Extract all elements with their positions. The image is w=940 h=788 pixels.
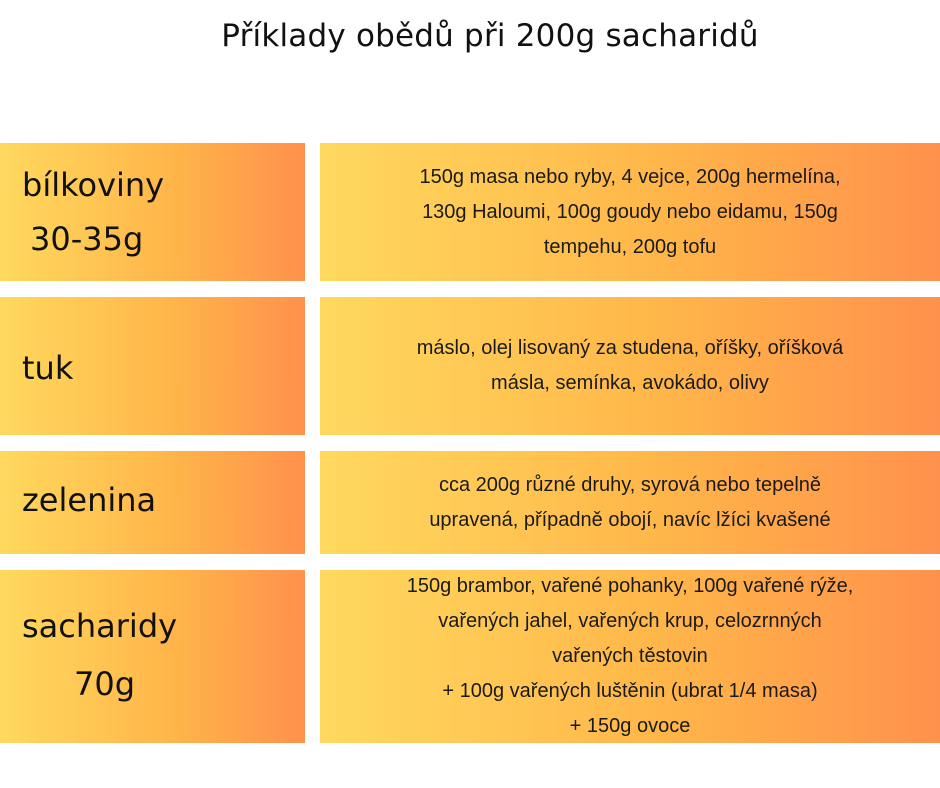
row-label-line: bílkoviny (22, 166, 165, 204)
page-title: Příklady obědů při 200g sacharidů (221, 18, 759, 54)
row-content-text: 150g masa nebo ryby, 4 vejce, 200g herme… (419, 165, 841, 258)
row-label-vegetables: zelenina (0, 451, 305, 554)
row-content-text: cca 200g různé druhy, syrová nebo tepeln… (429, 473, 831, 531)
row-content-text: 150g brambor, vařené pohanky, 100g vařen… (406, 575, 854, 737)
row-label-line: sacharidy (22, 607, 178, 645)
row-label-protein: bílkoviny 30-35g (0, 143, 305, 281)
row-label-amount: 30-35g (30, 220, 144, 258)
row-content-protein: 150g masa nebo ryby, 4 vejce, 200g herme… (320, 143, 940, 281)
row-label-line: zelenina (22, 481, 157, 519)
row-label-amount: 70g (74, 665, 136, 703)
row-content-vegetables: cca 200g různé druhy, syrová nebo tepeln… (320, 451, 940, 554)
row-content-carbs: 150g brambor, vařené pohanky, 100g vařen… (320, 570, 940, 743)
row-label-fat: tuk (0, 297, 305, 435)
row-content-fat: máslo, olej lisovaný za studena, oříšky,… (320, 297, 940, 435)
row-label-line: tuk (22, 349, 74, 387)
row-content-text: máslo, olej lisovaný za studena, oříšky,… (416, 337, 844, 394)
row-label-carbs: sacharidy 70g (0, 570, 305, 743)
